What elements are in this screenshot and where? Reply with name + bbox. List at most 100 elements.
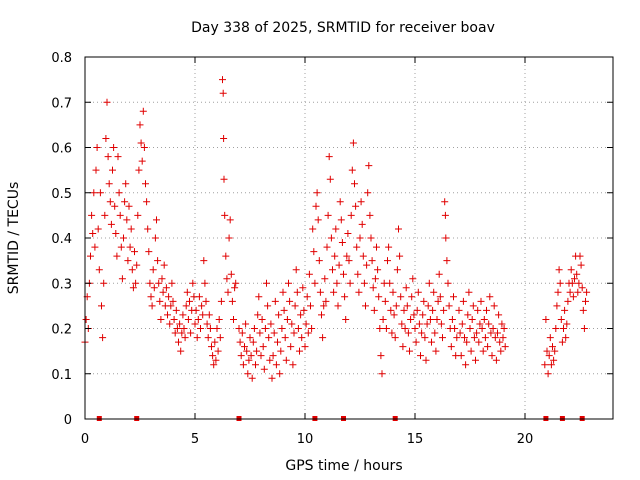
data-point [323, 243, 331, 251]
data-point [157, 316, 165, 323]
data-point [263, 279, 270, 287]
data-point [557, 316, 565, 323]
data-point [219, 89, 227, 97]
data-point [354, 270, 362, 278]
data-point [169, 297, 177, 305]
data-point [211, 338, 219, 346]
data-point [143, 198, 151, 206]
data-point [492, 356, 500, 364]
data-point [310, 248, 318, 256]
data-point [335, 261, 343, 269]
data-point [160, 261, 168, 269]
data-point [227, 270, 235, 278]
data-point [299, 284, 307, 292]
data-point [253, 347, 261, 355]
y-tick-label: 0.1 [51, 368, 72, 383]
data-point [541, 361, 549, 369]
data-point [357, 198, 365, 206]
data-point [367, 234, 375, 242]
data-point [319, 334, 327, 342]
data-point [391, 334, 399, 342]
data-point [448, 316, 456, 323]
data-point [118, 275, 126, 283]
data-point [220, 175, 228, 183]
data-point [489, 325, 497, 332]
data-point [195, 293, 203, 301]
data-point [232, 279, 240, 287]
data-point [415, 320, 423, 328]
data-point [560, 325, 567, 332]
data-point [376, 325, 384, 332]
data-point [116, 211, 124, 219]
data-point [98, 302, 105, 310]
data-point [453, 334, 461, 342]
data-point [238, 329, 246, 337]
data-point [139, 107, 147, 115]
data-point [166, 320, 174, 328]
data-point [332, 225, 340, 233]
data-point [308, 325, 316, 332]
data-point [384, 257, 391, 265]
data-point [334, 302, 342, 310]
data-point [444, 279, 452, 287]
data-point [187, 329, 195, 337]
data-point [142, 180, 149, 188]
data-point [124, 257, 132, 265]
data-point [456, 329, 464, 337]
data-point [417, 352, 424, 360]
data-point [260, 365, 268, 373]
data-point [457, 352, 465, 360]
data-point [95, 266, 103, 274]
data-point [577, 261, 585, 269]
data-point [226, 216, 234, 224]
data-point [385, 243, 393, 251]
data-point [268, 374, 276, 382]
data-point [370, 306, 378, 314]
data-point [366, 211, 374, 219]
data-point [123, 216, 131, 224]
data-point [356, 234, 364, 242]
data-point [236, 338, 244, 346]
data-point [186, 297, 193, 305]
data-point [468, 316, 476, 323]
data-point [109, 166, 116, 174]
data-point [96, 189, 104, 197]
data-point [481, 334, 489, 342]
data-point [337, 216, 345, 224]
data-point [89, 230, 97, 237]
data-point [172, 306, 180, 314]
data-point [129, 284, 137, 292]
data-point [120, 234, 127, 242]
data-point [553, 302, 561, 310]
data-point [485, 320, 493, 328]
data-point [377, 352, 385, 360]
data-point [414, 288, 422, 296]
data-point [158, 275, 166, 283]
data-point [286, 297, 294, 305]
data-point [102, 135, 110, 142]
data-point [300, 306, 308, 314]
data-point [501, 343, 509, 351]
data-point [338, 239, 346, 246]
data-point [110, 144, 118, 151]
data-point [360, 279, 368, 287]
data-point [271, 297, 279, 305]
data-point [467, 347, 475, 355]
data-point [408, 293, 416, 301]
data-point [231, 284, 239, 292]
data-point [379, 316, 387, 323]
data-point [88, 211, 96, 219]
data-point [542, 316, 550, 323]
data-point [439, 334, 446, 342]
data-point [484, 343, 492, 351]
y-tick-label: 0.4 [51, 232, 72, 247]
data-point [578, 284, 586, 292]
data-point [381, 297, 389, 305]
x-axis-label: GPS time / hours [285, 458, 402, 474]
data-point [554, 288, 562, 296]
data-point [125, 202, 133, 210]
data-point [184, 316, 192, 323]
data-point [568, 279, 576, 287]
data-point [546, 334, 554, 342]
data-point [336, 198, 344, 206]
